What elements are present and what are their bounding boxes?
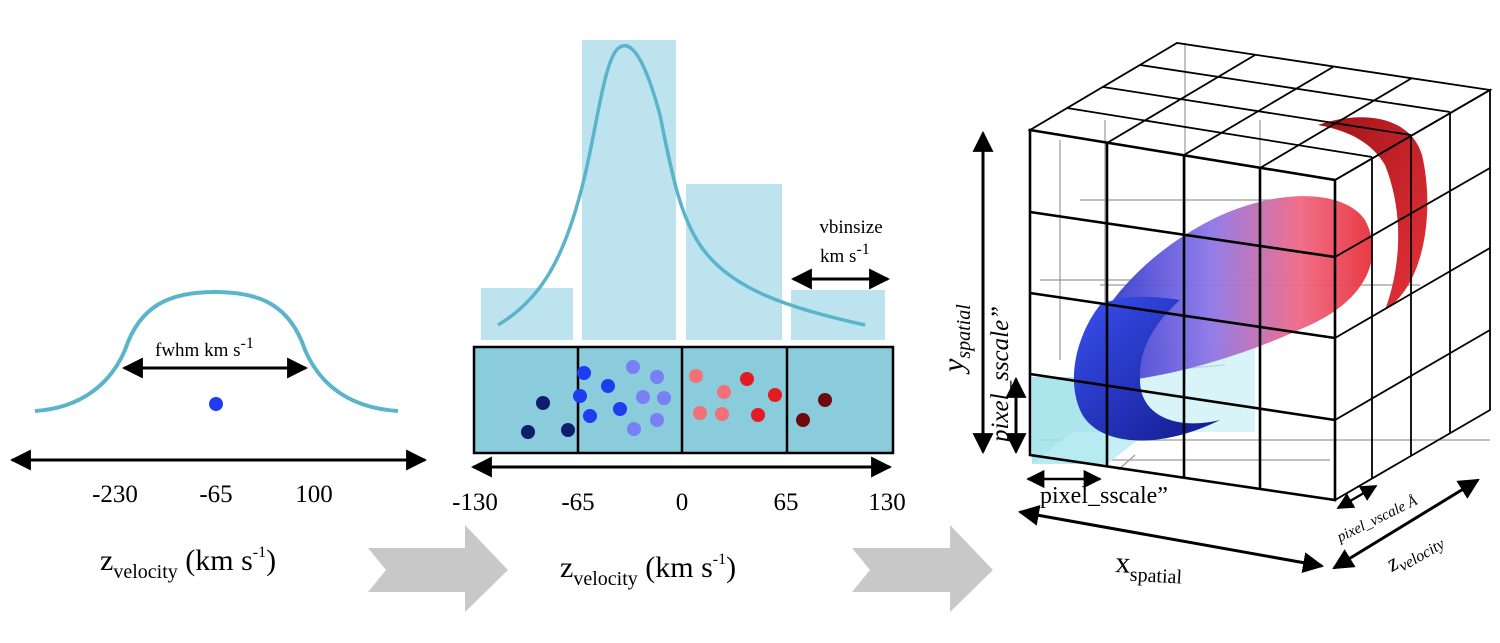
spaxel-dot — [636, 390, 650, 404]
panel-data-cube: yspatial pixel_sscale” pixel_sscale” xsp… — [937, 42, 1493, 589]
spaxel-dot — [583, 409, 597, 423]
spaxel-dot — [650, 413, 664, 427]
red-tail — [1318, 117, 1428, 310]
spaxel-dot — [561, 423, 575, 437]
tick-label: 65 — [774, 489, 799, 516]
pixel-x-label: pixel_sscale” — [1040, 483, 1168, 509]
spaxel-dot — [613, 402, 627, 416]
pixel-vscale-arrow — [1336, 484, 1378, 510]
pixel-y-label: pixel_sscale” — [987, 306, 1014, 444]
velocity-axis-title: zvelocity (km s-1) — [560, 551, 736, 590]
tick-label: -230 — [92, 481, 138, 508]
spaxel-dot — [627, 422, 641, 436]
histogram-bar — [791, 290, 885, 340]
tick-label: -130 — [452, 489, 498, 516]
spaxel-dot — [650, 370, 664, 384]
spaxel-dot — [657, 391, 671, 405]
spaxel-dot — [689, 369, 703, 383]
tick-label: 0 — [676, 489, 689, 516]
spaxel-dot — [693, 406, 707, 420]
fwhm-label: fwhm km s-1 — [155, 335, 254, 361]
spaxel-dots — [521, 360, 832, 439]
flow-arrow-1 — [368, 525, 508, 612]
spaxel-dot — [740, 372, 754, 386]
spaxel-dot — [521, 425, 535, 439]
z-velocity-arrow — [1332, 478, 1480, 570]
vbinsize-label: vbinsize — [819, 217, 882, 238]
velocity-centroid-dot — [209, 397, 223, 411]
spaxel-dot — [796, 413, 810, 427]
spaxel-dot — [577, 366, 591, 380]
histogram-bar — [481, 288, 573, 340]
tick-label: -65 — [561, 489, 594, 516]
velocity-axis-title: zvelocity (km s-1) — [100, 544, 276, 583]
spaxel-dot — [818, 393, 832, 407]
x-spatial-label: xspatial — [1114, 546, 1184, 588]
cube-top-face — [1027, 42, 1493, 181]
panel-velocity-binning: vbinsize km s-1 — [452, 40, 906, 590]
y-spatial-label: yspatial — [937, 304, 975, 375]
broad-line-profile-curve — [34, 289, 399, 413]
spaxel-dot — [626, 360, 640, 374]
x-spatial-arrow — [1017, 504, 1325, 574]
galaxy-ribbon — [1073, 117, 1428, 441]
panel-single-spaxel: fwhm km s-1 -230 -65 100 zvelocity (km s… — [9, 289, 428, 583]
spaxel-dot — [751, 408, 765, 422]
vbinsize-unit-label: km s-1 — [820, 241, 870, 267]
spaxel-dot — [768, 388, 782, 402]
tick-label: -65 — [199, 481, 232, 508]
spaxel-dot — [715, 407, 729, 421]
tick-label: 100 — [295, 481, 333, 508]
ribbon-disk — [1080, 196, 1373, 382]
flow-arrow-2 — [852, 525, 993, 612]
pixel-vscale-label: pixel_vscale Å — [1334, 493, 1421, 546]
spaxel-dot — [573, 389, 587, 403]
cube-right-face — [1334, 88, 1491, 502]
spaxel-dot — [536, 396, 550, 410]
spaxel-dot — [717, 385, 731, 399]
spaxel-dot — [601, 379, 615, 393]
histogram-bar — [582, 40, 676, 340]
blue-tail — [1073, 296, 1220, 441]
histogram-bar — [686, 184, 782, 340]
tick-label: 130 — [868, 489, 906, 516]
line-profile-curve — [497, 43, 866, 327]
